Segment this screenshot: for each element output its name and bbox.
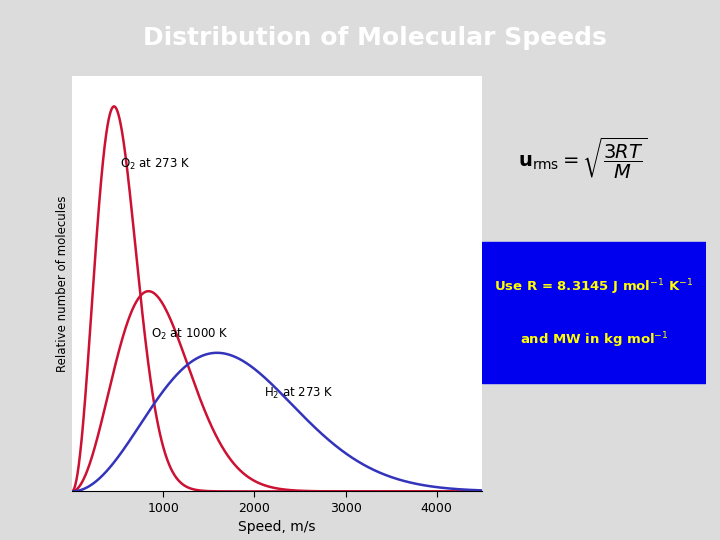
Text: $\mathbf{u}_{\rm rms} = \sqrt{\dfrac{3RT}{M}}$: $\mathbf{u}_{\rm rms} = \sqrt{\dfrac{3RT… <box>518 136 647 181</box>
Text: and MW in kg mol$^{-1}$: and MW in kg mol$^{-1}$ <box>520 330 668 350</box>
Y-axis label: Relative number of molecules: Relative number of molecules <box>56 195 69 372</box>
FancyBboxPatch shape <box>482 242 706 383</box>
Text: Distribution of Molecular Speeds: Distribution of Molecular Speeds <box>143 26 606 50</box>
Text: O$_2$ at 273 K: O$_2$ at 273 K <box>120 157 191 172</box>
X-axis label: Speed, m/s: Speed, m/s <box>238 521 316 535</box>
Text: Use R = 8.3145 J mol$^{-1}$ K$^{-1}$: Use R = 8.3145 J mol$^{-1}$ K$^{-1}$ <box>495 278 693 298</box>
Text: H$_2$ at 273 K: H$_2$ at 273 K <box>264 386 333 401</box>
Text: O$_2$ at 1000 K: O$_2$ at 1000 K <box>151 326 229 341</box>
